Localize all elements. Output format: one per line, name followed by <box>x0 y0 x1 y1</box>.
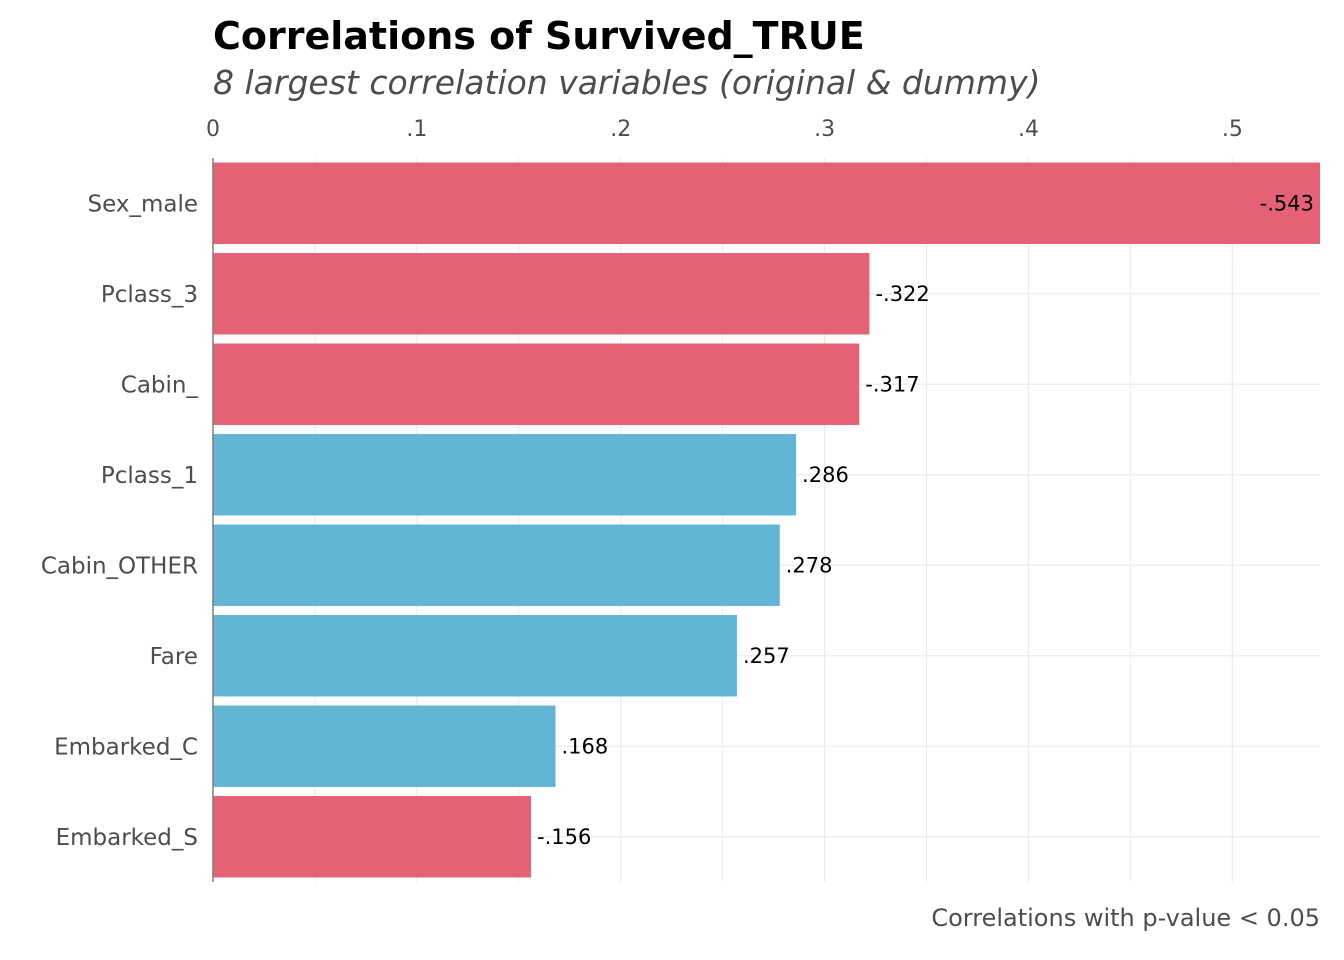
x-tick-label: .1 <box>406 117 427 142</box>
data-label: .286 <box>802 463 849 487</box>
y-tick-label: Fare <box>150 644 198 670</box>
y-tick-label: Embarked_C <box>54 734 198 760</box>
x-tick-label: 0 <box>206 117 220 142</box>
bar <box>213 343 860 425</box>
x-tick-label: .4 <box>1018 117 1039 142</box>
chart-title: Correlations of Survived_TRUE <box>213 14 865 58</box>
data-label: .257 <box>743 644 790 668</box>
bar <box>213 162 1320 244</box>
x-tick-label: .2 <box>610 117 631 142</box>
chart-caption: Correlations with p-value < 0.05 <box>931 904 1320 932</box>
y-tick-label: Cabin_ <box>121 372 199 398</box>
bar <box>213 434 797 516</box>
y-tick-label: Cabin_OTHER <box>41 553 198 579</box>
chart-subtitle: 8 largest correlation variables (origina… <box>213 63 1041 102</box>
data-label: -.322 <box>875 282 929 306</box>
bar <box>213 253 870 335</box>
y-tick-label: Sex_male <box>88 191 199 217</box>
y-tick-label: Pclass_3 <box>101 282 198 308</box>
x-tick-label: .5 <box>1222 117 1243 142</box>
data-label: .168 <box>561 734 608 758</box>
y-tick-label: Pclass_1 <box>101 463 198 489</box>
bar <box>213 615 737 697</box>
bar <box>213 705 556 787</box>
data-label: -.156 <box>537 825 591 849</box>
bar <box>213 524 780 606</box>
data-label: -.317 <box>865 372 919 396</box>
data-label: -.543 <box>1260 191 1314 215</box>
bar <box>213 796 532 878</box>
y-tick-label: Embarked_S <box>56 825 198 851</box>
data-label: .278 <box>786 553 833 577</box>
x-tick-label: .3 <box>814 117 835 142</box>
